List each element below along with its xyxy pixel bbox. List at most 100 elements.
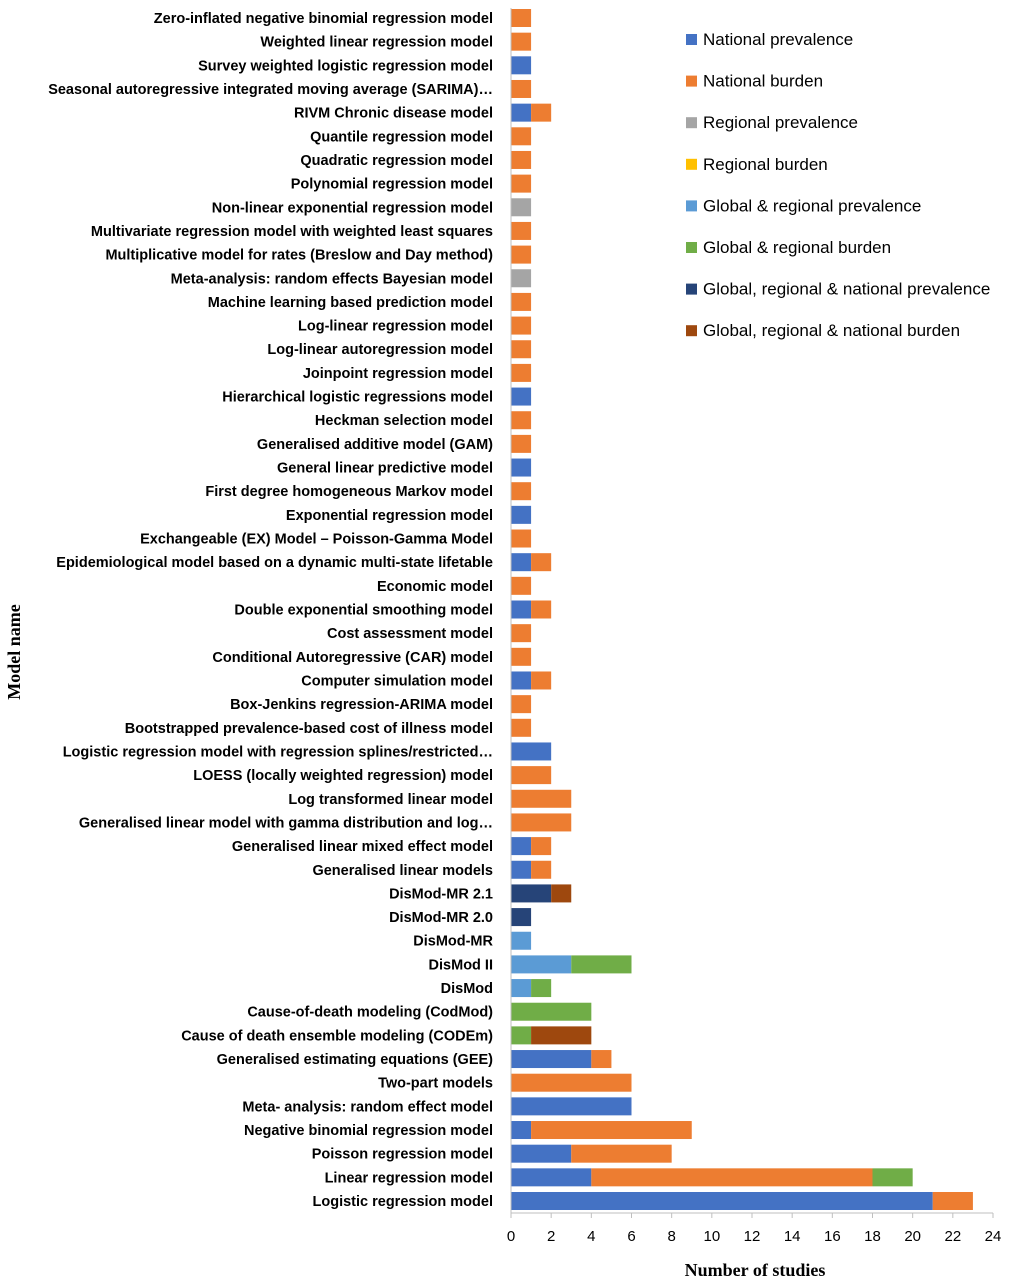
legend-swatch — [686, 325, 697, 337]
bar-segment-national-prevalence — [511, 387, 532, 406]
bar-segment-national-burden — [511, 1073, 632, 1092]
x-tick-label: 20 — [904, 1228, 921, 1245]
category-label: Heckman selection model — [315, 413, 493, 429]
legend-label: National burden — [703, 72, 823, 91]
category-label: Quantile regression model — [310, 129, 493, 145]
legend-label: Regional prevalence — [703, 113, 858, 132]
category-label: Double exponential smoothing model — [234, 603, 493, 619]
bar-segment-global-regional-national-burden — [531, 1026, 592, 1045]
category-label: DisMod-MR — [413, 934, 493, 950]
bar-segment-national-burden — [531, 600, 552, 619]
bar-segment-national-burden — [511, 245, 532, 264]
category-label: Hierarchical logistic regressions model — [222, 390, 493, 406]
category-label: Logistic regression model — [313, 1194, 494, 1210]
category-label: Poisson regression model — [312, 1147, 493, 1163]
bar-segment-national-prevalence — [511, 1192, 933, 1210]
category-label: DisMod II — [429, 957, 493, 973]
bar-segment-national-burden — [511, 363, 532, 382]
bar-segment-national-prevalence — [511, 600, 532, 619]
bar-segment-global-regional-burden — [511, 1002, 592, 1021]
category-label: LOESS (locally weighted regression) mode… — [193, 768, 493, 784]
bar-segment-national-prevalence — [511, 1168, 592, 1187]
category-label: Meta-analysis: random effects Bayesian m… — [171, 271, 493, 287]
category-label: Meta- analysis: random effect model — [242, 1099, 493, 1115]
x-tick-label: 16 — [824, 1228, 841, 1245]
bar-segment-global-regional-burden — [872, 1168, 913, 1187]
legend-swatch — [686, 117, 697, 129]
x-tick-label: 8 — [667, 1228, 675, 1245]
bar-segment-national-burden — [511, 9, 532, 27]
category-label: Exponential regression model — [286, 508, 493, 524]
legend-label: Global & regional prevalence — [703, 196, 921, 215]
bar-segment-global-regional-burden — [571, 955, 632, 974]
bar-segment-national-prevalence — [511, 671, 532, 690]
category-label: Machine learning based prediction model — [208, 295, 493, 311]
category-label: DisMod-MR 2.0 — [389, 910, 493, 926]
bar-segment-national-prevalence — [511, 1144, 572, 1163]
bar-segment-national-burden — [511, 813, 572, 832]
category-label: Log-linear regression model — [298, 319, 493, 335]
category-label: Generalised linear models — [312, 863, 493, 879]
bar-segment-national-prevalence — [511, 103, 532, 122]
bar-segment-national-burden — [511, 624, 532, 643]
bar-segment-global-regional-national-prevalence — [511, 884, 552, 903]
x-tick-label: 22 — [944, 1228, 961, 1245]
category-label: General linear predictive model — [277, 461, 493, 477]
category-label: Conditional Autoregressive (CAR) model — [212, 650, 493, 666]
category-label: Polynomial regression model — [291, 177, 493, 193]
category-label: Quadratic regression model — [300, 153, 493, 169]
bar-segment-national-burden — [591, 1050, 612, 1069]
bar-segment-national-burden — [511, 718, 532, 737]
legend: National prevalence National burden Region… — [686, 30, 990, 340]
bar-segment-national-burden — [531, 837, 552, 856]
bar-segment-national-burden — [511, 695, 532, 714]
category-label: Two-part models — [378, 1076, 493, 1092]
x-axis-title: Number of studies — [685, 1260, 826, 1280]
legend-label: Regional burden — [703, 155, 828, 174]
category-label: DisMod — [441, 981, 493, 997]
bar-segment-national-burden — [511, 340, 532, 359]
category-label: DisMod-MR 2.1 — [389, 886, 493, 902]
x-axis: 0 2 4 6 8 10 12 14 16 18 20 22 24 — [507, 8, 1001, 1245]
bar-segment-national-prevalence — [511, 860, 532, 879]
category-label: Cost assessment model — [327, 626, 493, 642]
category-labels: Zero-inflated negative binomial regressi… — [48, 11, 493, 1210]
legend-swatch — [686, 283, 697, 295]
bar-segment-national-burden — [511, 576, 532, 595]
legend-label: Global & regional burden — [703, 238, 891, 257]
category-label: First degree homogeneous Markov model — [205, 484, 493, 500]
legend-label: Global, regional & national prevalence — [703, 280, 990, 299]
category-label: Linear regression model — [325, 1170, 493, 1186]
bar-segment-national-burden — [511, 482, 532, 501]
bar-segment-national-burden — [531, 1121, 692, 1140]
bar-segment-national-burden — [511, 529, 532, 548]
bar-segment-national-prevalence — [511, 505, 532, 524]
category-label: Weighted linear regression model — [260, 35, 493, 51]
category-label: Seasonal autoregressive integrated movin… — [48, 82, 493, 98]
category-label: Economic model — [377, 579, 493, 595]
category-label: Exchangeable (EX) Model – Poisson-Gamma … — [140, 532, 493, 548]
bar-segment-global-regional-national-burden — [551, 884, 572, 903]
category-label: Epidemiological model based on a dynamic… — [56, 555, 493, 571]
x-tick-label: 4 — [587, 1228, 595, 1245]
bar-segment-national-burden — [511, 292, 532, 311]
bar-segment-national-prevalence — [511, 56, 532, 75]
legend-swatch — [686, 158, 697, 170]
bar-segment-global-regional-national-prevalence — [511, 908, 532, 927]
bars-group — [511, 9, 973, 1210]
bar-segment-global-regional-prevalence — [511, 931, 532, 950]
category-label: Generalised linear mixed effect model — [232, 839, 493, 855]
category-label: Cause-of-death modeling (CodMod) — [247, 1005, 493, 1021]
category-label: Multiplicative model for rates (Breslow … — [105, 248, 493, 264]
bar-segment-national-burden — [511, 150, 532, 169]
bar-segment-national-burden — [571, 1144, 672, 1163]
bar-segment-national-burden — [511, 174, 532, 193]
bar-segment-global-regional-prevalence — [511, 955, 572, 974]
bar-segment-national-burden — [511, 127, 532, 146]
bar-segment-national-burden — [511, 316, 532, 335]
x-tick-label: 10 — [703, 1228, 720, 1245]
bar-segment-national-burden — [511, 647, 532, 666]
category-label: Logistic regression model with regressio… — [63, 744, 493, 760]
bar-segment-national-burden — [511, 79, 532, 98]
